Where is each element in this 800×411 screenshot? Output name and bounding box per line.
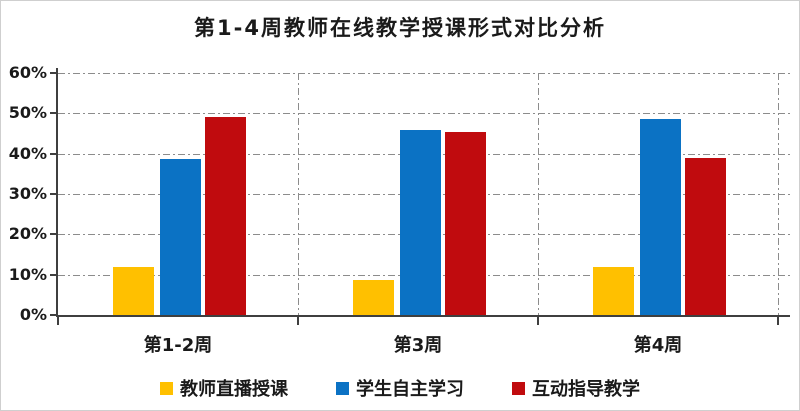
y-axis-tick-label: 60% — [8, 63, 47, 82]
chart-title: 第1-4周教师在线教学授课形式对比分析 — [194, 16, 606, 40]
bar-第4周-互动指导教学 — [685, 157, 726, 315]
legend-swatch — [336, 381, 349, 395]
y-axis-tick — [50, 152, 56, 155]
bar-第3周-学生自主学习 — [400, 129, 441, 315]
x-axis-line — [56, 315, 790, 317]
y-axis-tick — [50, 233, 56, 236]
x-category-label: 第1-2周 — [143, 335, 213, 356]
y-axis-tick-label: 20% — [8, 224, 47, 244]
y-axis-tick-label: 40% — [8, 143, 47, 163]
y-axis-tick — [50, 112, 56, 115]
y-axis-tick — [50, 72, 56, 75]
y-axis-tick-label: 0% — [19, 305, 47, 324]
y-axis-tick — [50, 273, 56, 276]
legend-swatch — [160, 381, 173, 395]
x-axis-tick — [297, 317, 299, 325]
gridline-vertical — [778, 73, 779, 315]
bar-第1-2周-互动指导教学 — [205, 117, 246, 315]
bar-第4周-学生自主学习 — [640, 118, 681, 315]
x-axis-tick — [777, 317, 779, 325]
plot-area: 0% 10% 20% 30% 40% 50% 60% 第1-2周 第3周 第4周 — [9, 63, 790, 356]
y-axis-tick — [50, 193, 56, 195]
y-axis-line — [56, 68, 58, 317]
x-category-label: 第3周 — [393, 335, 443, 356]
legend-label: 互动指导教学 — [532, 379, 640, 400]
y-axis-tick-label: 30% — [8, 184, 47, 203]
legend-label: 学生自主学习 — [356, 379, 464, 400]
legend-item: 学生自主学习 — [336, 375, 464, 401]
bar-第3周-互动指导教学 — [445, 132, 486, 315]
legend-item: 互动指导教学 — [512, 375, 640, 401]
legend-swatch — [512, 381, 525, 395]
bar-第1-2周-教师直播授课 — [113, 266, 154, 315]
gridline-horizontal — [58, 113, 790, 115]
x-axis-tick — [57, 317, 59, 325]
bar-第4周-教师直播授课 — [593, 266, 634, 315]
bar-第1-2周-学生自主学习 — [160, 158, 201, 315]
y-axis-tick — [50, 314, 56, 316]
gridline-horizontal — [58, 73, 790, 74]
bar-第3周-教师直播授课 — [353, 279, 394, 315]
y-axis-tick-label: 10% — [8, 264, 47, 284]
x-category-label: 第4周 — [633, 335, 683, 356]
y-axis-tick-label: 50% — [8, 103, 47, 123]
legend-item: 教师直播授课 — [160, 375, 288, 401]
legend: 教师直播授课 学生自主学习 互动指导教学 — [1, 375, 799, 401]
gridline-vertical — [538, 73, 539, 315]
legend-label: 教师直播授课 — [180, 379, 288, 400]
gridline-vertical — [298, 73, 299, 315]
x-axis-tick — [537, 317, 539, 325]
